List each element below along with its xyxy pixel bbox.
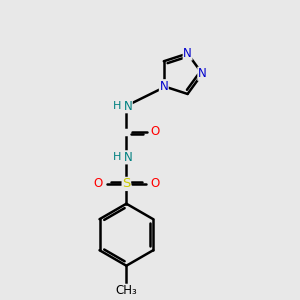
Text: H: H bbox=[113, 152, 121, 162]
Text: N: N bbox=[124, 100, 132, 113]
Text: S: S bbox=[122, 177, 130, 190]
Text: N: N bbox=[124, 151, 132, 164]
Text: O: O bbox=[150, 125, 160, 138]
Text: H: H bbox=[113, 100, 121, 111]
Text: CH₃: CH₃ bbox=[116, 284, 137, 297]
Text: N: N bbox=[159, 80, 168, 93]
Text: O: O bbox=[150, 177, 160, 190]
Text: N: N bbox=[183, 47, 192, 60]
Text: O: O bbox=[93, 177, 102, 190]
Text: N: N bbox=[198, 67, 207, 80]
